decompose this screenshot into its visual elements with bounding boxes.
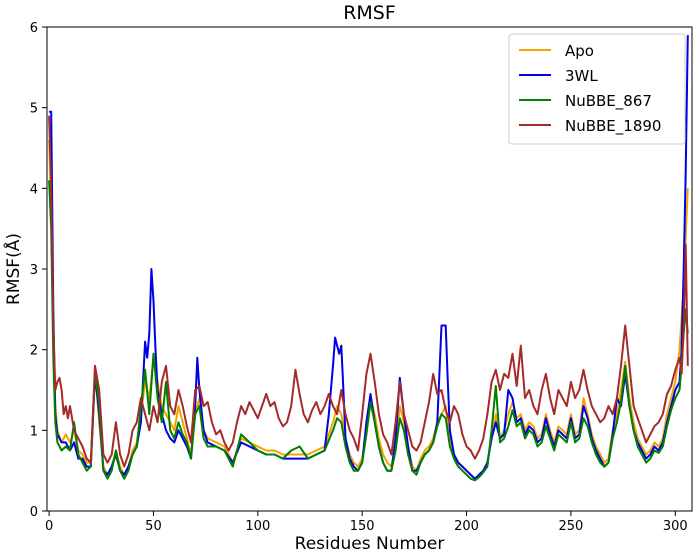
y-tick-label: 1 xyxy=(30,424,38,439)
chart-title: RMSF xyxy=(343,2,396,24)
series-line-nubbe-867 xyxy=(48,180,689,482)
x-tick-label: 0 xyxy=(45,519,53,534)
y-tick-label: 3 xyxy=(30,263,38,278)
legend-label: Apo xyxy=(565,42,594,60)
x-axis-title: Residues Number xyxy=(295,534,445,554)
x-tick-label: 50 xyxy=(145,519,162,534)
y-tick-label: 5 xyxy=(30,102,38,117)
legend-label: 3WL xyxy=(565,67,598,85)
x-axis: 0 50 100 150 200 250 300 xyxy=(45,511,688,534)
series-line-apo xyxy=(48,139,689,480)
legend-label: NuBBE_867 xyxy=(565,92,652,111)
legend: Apo 3WL NuBBE_867 NuBBE_1890 xyxy=(508,33,686,145)
y-tick-label: 4 xyxy=(30,182,38,197)
y-tick-label: 6 xyxy=(30,21,38,36)
y-axis-title: RMSF(Å) xyxy=(2,233,24,305)
legend-label: NuBBE_1890 xyxy=(565,117,661,136)
x-tick-label: 200 xyxy=(454,519,479,534)
series-line-nubbe-1890 xyxy=(48,115,689,468)
x-tick-label: 150 xyxy=(350,519,375,534)
y-tick-label: 2 xyxy=(30,344,38,359)
x-tick-label: 250 xyxy=(559,519,584,534)
x-tick-label: 100 xyxy=(245,519,270,534)
y-tick-label: 0 xyxy=(30,505,38,520)
legend-box xyxy=(508,33,686,145)
y-axis: 0 1 2 3 4 5 6 xyxy=(30,21,47,520)
series-layer xyxy=(48,35,689,482)
x-tick-label: 300 xyxy=(663,519,688,534)
